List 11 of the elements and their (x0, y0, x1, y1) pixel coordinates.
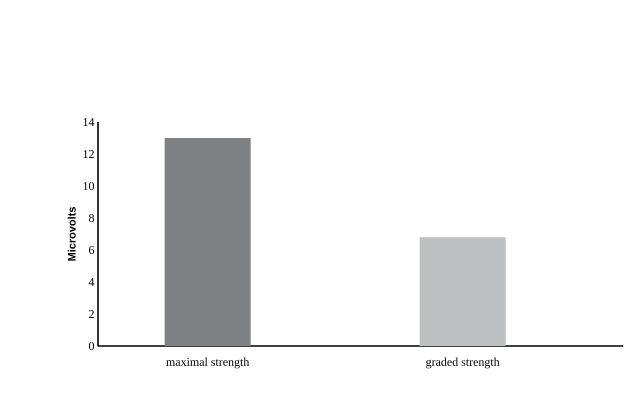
y-tick-label: 0 (88, 342, 94, 350)
y-tick-label: 8 (88, 214, 94, 222)
y-tick-label: 6 (89, 246, 94, 254)
y-tick-label: 14 (84, 118, 94, 126)
y-tick-label: 2 (89, 310, 94, 318)
x-tick-label: maximal strength (166, 358, 250, 368)
y-axis-title: Microvolts (68, 207, 76, 261)
x-tick-label: graded strength (426, 358, 500, 368)
y-tick-label: 10 (84, 182, 94, 190)
y-tick-label: 4 (88, 278, 94, 286)
y-tick-label: 12 (84, 150, 94, 158)
